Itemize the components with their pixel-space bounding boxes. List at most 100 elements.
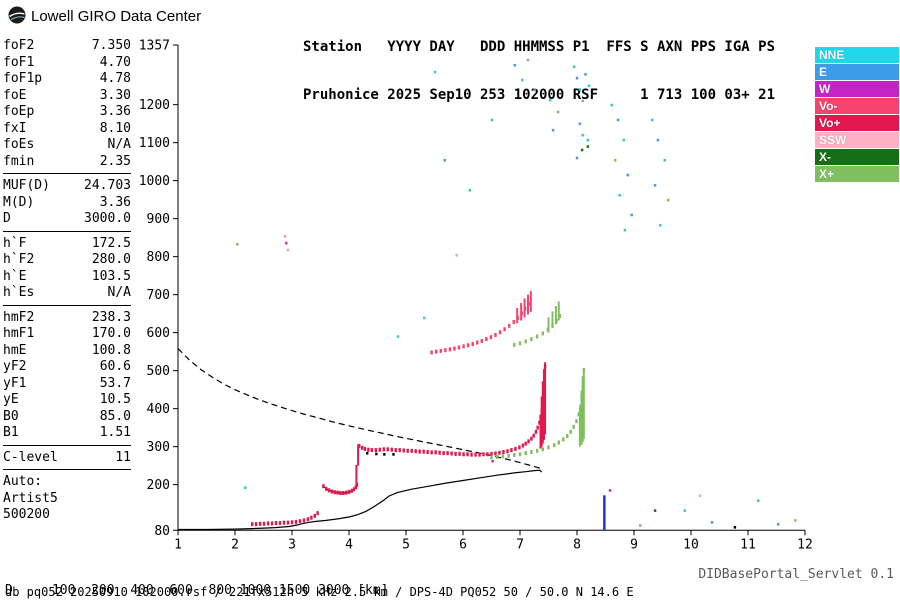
true-height-profile	[178, 469, 543, 531]
second-hop-o-spread	[516, 290, 532, 324]
param-value: 238.3	[91, 309, 131, 325]
param-hf: h`F 172.5	[3, 236, 131, 253]
x-tick-8: 8	[573, 537, 581, 552]
y-tick-500: 500	[147, 364, 170, 379]
x-tick-9: 9	[630, 537, 638, 552]
param-label: C-level	[3, 449, 58, 465]
servlet-version: DIDBasePortal_Servlet 0.1	[698, 567, 894, 582]
param-label: foEs	[3, 137, 35, 152]
y-tick-1357: 1357	[139, 39, 170, 54]
param-value: 2.35	[99, 153, 131, 169]
param-value: 10.5	[99, 392, 131, 407]
param-value: 4.78	[99, 71, 131, 86]
param-value: 7.350	[91, 38, 131, 53]
ionogram-plot: 8020030040050060070080090010001100120013…	[139, 39, 813, 553]
param-b0: B0 85.0	[3, 409, 131, 426]
axes: 8020030040050060070080090010001100120013…	[139, 39, 813, 553]
param-fof2: foF2 7.350	[3, 38, 131, 55]
param-label: foF2	[3, 38, 35, 53]
x-mode-f-trace	[490, 367, 586, 460]
legend-item-ssw: SSW	[815, 132, 899, 148]
x-tick-12: 12	[797, 537, 813, 552]
param-label: hmF1	[3, 326, 35, 341]
x-tick-3: 3	[288, 537, 296, 552]
param-clevel: C-level 11	[3, 450, 131, 467]
legend-item-vo: Vo+	[815, 115, 899, 131]
y-tick-80: 80	[154, 524, 170, 539]
param-value: N/A	[107, 285, 131, 300]
param-hme: hmE 100.8	[3, 343, 131, 360]
param-foep: foEp 3.36	[3, 104, 131, 121]
x-tick-7: 7	[516, 537, 524, 552]
param-foes: foEs N/A	[3, 137, 131, 154]
parameter-group: h`F 172.5 h`F2 280.0 h`E 103.5 h`Es N/A	[3, 236, 131, 306]
y-tick-1200: 1200	[139, 98, 170, 113]
param-label: yE	[3, 392, 19, 407]
param-label: hmE	[3, 342, 27, 358]
param-value: 3.36	[99, 104, 131, 119]
param-foe: foE 3.30	[3, 88, 131, 105]
echo-type-legend: NNE E W Vo- Vo+ SSW X- X+	[815, 47, 899, 183]
param-value: 280.0	[91, 252, 131, 267]
o-mode-f-trace	[358, 364, 547, 457]
param-fxi: fxI 8.10	[3, 121, 131, 138]
param-label: fxI	[3, 120, 27, 136]
y-tick-600: 600	[147, 326, 170, 341]
param-value: 3.30	[99, 87, 131, 103]
x-tick-1: 1	[174, 537, 182, 552]
legend-item-nne: NNE	[815, 47, 899, 63]
param-he: h`E 103.5	[3, 269, 131, 286]
param-hes: h`Es N/A	[3, 285, 131, 302]
param-md: M(D) 3.36	[3, 195, 131, 212]
param-ye: yE 10.5	[3, 392, 131, 409]
y-tick-200: 200	[147, 478, 170, 493]
param-hmf2: hmF2 238.3	[3, 310, 131, 327]
param-label: B0	[3, 408, 19, 424]
legend-item-x: X+	[815, 166, 899, 182]
param-value: 53.7	[99, 375, 131, 391]
param-fof1: foF1 4.70	[3, 55, 131, 72]
lowell-globe-icon	[8, 6, 26, 24]
legend-item-e: E	[815, 64, 899, 80]
muf-transmission-curve	[177, 348, 543, 470]
param-value: 24.703	[84, 178, 131, 193]
param-value: 85.0	[99, 408, 131, 424]
y-tick-700: 700	[147, 288, 170, 303]
x-tick-4: 4	[345, 537, 353, 552]
x-tick-11: 11	[740, 537, 756, 552]
parameter-group: foF2 7.350 foF1 4.70 foF1p 4.78 foE 3.30 foEp 3.3…	[3, 38, 131, 174]
station-header: Station YYYY DAY DDD HHMMSS P1 FFS S AXN…	[303, 7, 775, 135]
param-label: D	[3, 211, 11, 226]
page-title: Lowell GIRO Data Center	[31, 8, 202, 25]
param-value: 172.5	[91, 235, 131, 251]
param-value: 60.6	[99, 359, 131, 374]
param-label: h`E	[3, 268, 27, 284]
legend-item-x: X-	[815, 149, 899, 165]
station-header-values: Pruhonice 2025 Sep10 253 102000 RSF 1 71…	[303, 87, 776, 103]
y-tick-800: 800	[147, 250, 170, 265]
param-value: 3.36	[99, 194, 131, 210]
param-yf2: yF2 60.6	[3, 359, 131, 376]
param-mufd: MUF(D) 24.703	[3, 178, 131, 195]
param-fof1p: foF1p 4.78	[3, 71, 131, 88]
y-tick-900: 900	[147, 212, 170, 227]
param-fmin: fmin 2.35	[3, 154, 131, 171]
o-mode-spread	[355, 362, 547, 487]
param-label: hmF2	[3, 309, 35, 325]
auto-label: Auto:	[3, 474, 43, 489]
param-label: foE	[3, 87, 27, 103]
auto-line: Artist5	[3, 490, 58, 506]
param-b1: B1 1.51	[3, 425, 131, 442]
param-label: MUF(D)	[3, 178, 50, 193]
distance-row: D 100 200 400 600 800 1000 1500 3000 [km…	[5, 583, 389, 598]
x-tick-10: 10	[683, 537, 699, 552]
param-label: h`F	[3, 235, 27, 251]
param-label: yF2	[3, 359, 27, 374]
station-header-columns: Station YYYY DAY DDD HHMMSS P1 FFS S AXN…	[303, 39, 776, 55]
param-value: 8.10	[99, 120, 131, 136]
x-tick-6: 6	[459, 537, 467, 552]
param-value: 1.51	[99, 425, 131, 440]
param-label: h`F2	[3, 252, 35, 267]
param-hf2: h`F2 280.0	[3, 252, 131, 269]
